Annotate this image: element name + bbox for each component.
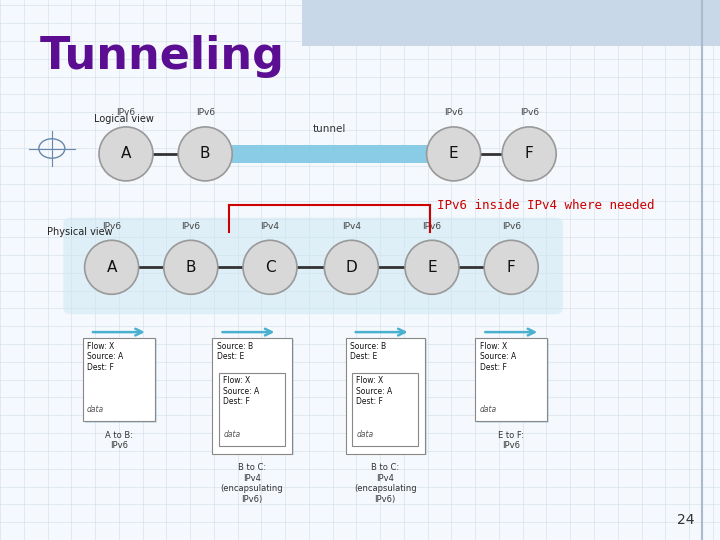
FancyBboxPatch shape [215,339,294,455]
FancyBboxPatch shape [352,373,418,446]
Text: B to C:
IPv4
(encapsulating
IPv6): B to C: IPv4 (encapsulating IPv6) [221,463,283,503]
Text: Source: B
Dest: E: Source: B Dest: E [350,342,386,361]
Ellipse shape [426,127,481,181]
Text: data: data [223,430,240,440]
Text: B: B [186,260,196,275]
FancyBboxPatch shape [348,339,427,455]
FancyBboxPatch shape [212,338,292,454]
FancyBboxPatch shape [477,339,549,423]
Text: Physical view: Physical view [47,227,112,237]
Ellipse shape [243,240,297,294]
Ellipse shape [179,127,232,181]
Text: Flow: X
Source: A
Dest: F: Flow: X Source: A Dest: F [480,342,516,372]
FancyBboxPatch shape [85,339,157,423]
Text: IPv6: IPv6 [502,221,521,231]
Ellipse shape [405,240,459,294]
FancyBboxPatch shape [63,218,563,314]
FancyBboxPatch shape [346,338,425,454]
Text: Source: B
Dest: E: Source: B Dest: E [217,342,253,361]
Text: IPv6: IPv6 [444,108,463,117]
Text: 24: 24 [678,512,695,526]
Text: Tunneling: Tunneling [40,35,284,78]
Ellipse shape [99,127,153,181]
Text: IPv6: IPv6 [117,108,135,117]
Text: B to C:
IPv4
(encapsulating
IPv6): B to C: IPv4 (encapsulating IPv6) [354,463,416,503]
Text: IPv4: IPv4 [342,221,361,231]
Ellipse shape [484,240,539,294]
Text: A: A [107,260,117,275]
Text: E: E [427,260,437,275]
Text: IPv6: IPv6 [520,108,539,117]
Text: IPv6: IPv6 [423,221,441,231]
Text: IPv4: IPv4 [261,221,279,231]
FancyBboxPatch shape [232,145,426,163]
Text: tunnel: tunnel [312,124,346,134]
Text: Logical view: Logical view [94,114,153,124]
FancyBboxPatch shape [219,373,285,446]
FancyBboxPatch shape [302,0,720,46]
Text: data: data [480,405,497,414]
Text: F: F [525,146,534,161]
Ellipse shape [85,240,138,294]
Text: D: D [346,260,357,275]
Text: IPv6: IPv6 [102,221,121,231]
Text: data: data [87,405,104,414]
Text: F: F [507,260,516,275]
Text: B: B [200,146,210,161]
Text: Flow: X
Source: A
Dest: F: Flow: X Source: A Dest: F [223,376,259,406]
Text: E: E [449,146,459,161]
Ellipse shape [503,127,557,181]
Ellipse shape [164,240,218,294]
Text: Flow: X
Source: A
Dest: F: Flow: X Source: A Dest: F [87,342,123,372]
Text: C: C [265,260,275,275]
Text: IPv6 inside IPv4 where needed: IPv6 inside IPv4 where needed [438,199,655,212]
FancyBboxPatch shape [475,338,547,421]
Text: A: A [121,146,131,161]
Text: A to B:
IPv6: A to B: IPv6 [105,431,132,450]
Ellipse shape [324,240,379,294]
Text: IPv6: IPv6 [196,108,215,117]
Text: IPv6: IPv6 [181,221,200,231]
Text: Flow: X
Source: A
Dest: F: Flow: X Source: A Dest: F [356,376,392,406]
FancyBboxPatch shape [83,338,155,421]
Text: data: data [356,430,374,440]
Text: E to F:
IPv6: E to F: IPv6 [498,431,524,450]
